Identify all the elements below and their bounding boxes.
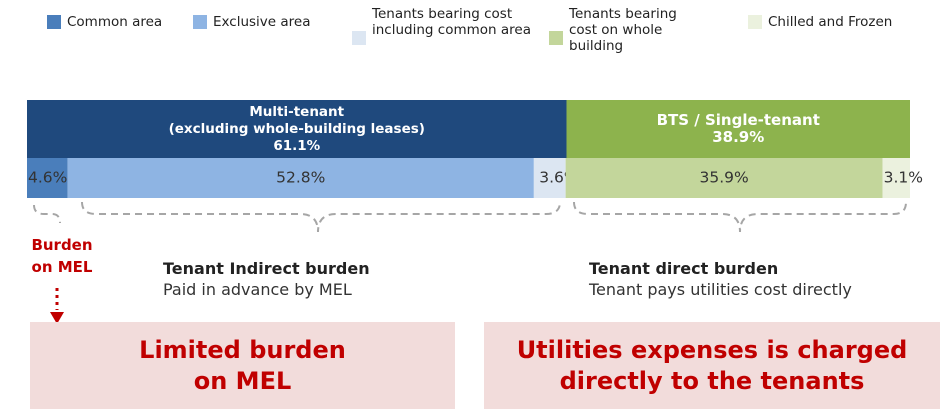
group-bar	[566, 100, 910, 158]
bar-segment	[565, 158, 883, 198]
callout-text: Limited burden on MEL	[139, 335, 346, 395]
legend-item: Common area	[47, 14, 177, 30]
legend-label: Tenants bearing cost on whole building	[569, 6, 677, 54]
burden-label: Burden on MEL	[31, 236, 93, 276]
note-title: Tenant Indirect burden	[163, 259, 370, 278]
legend-label: Tenants bearing cost including common ar…	[372, 6, 531, 38]
legend-label: Chilled and Frozen	[768, 14, 893, 30]
group-label: BTS / Single-tenant	[657, 111, 820, 129]
legend-item: Tenants bearing cost on whole building	[549, 6, 739, 54]
note-title: Tenant direct burden	[589, 259, 779, 278]
value-label: 52.8%	[276, 169, 325, 187]
callout-text: Utilities expenses is charged directly t…	[516, 335, 908, 395]
group-bar	[27, 100, 567, 158]
legend-swatch	[352, 31, 366, 45]
bar-segment	[533, 158, 566, 198]
bar-segment	[67, 158, 534, 198]
legend-swatch	[193, 15, 207, 29]
legend-swatch	[549, 31, 563, 45]
bar-segment	[27, 158, 68, 198]
bracket	[573, 201, 907, 233]
group-label: Multi-tenant	[249, 104, 344, 120]
legend-item: Chilled and Frozen	[748, 14, 948, 30]
legend-label: Exclusive area	[213, 14, 311, 30]
direct-note: Tenant direct burden Tenant pays utiliti…	[589, 258, 852, 300]
indirect-note: Tenant Indirect burden Paid in advance b…	[163, 258, 370, 300]
legend-item: Tenants bearing cost including common ar…	[352, 6, 542, 45]
bracket	[33, 204, 61, 224]
bar-segment	[882, 158, 910, 198]
note-text: Tenant pays utilities cost directly	[589, 280, 852, 299]
legend: Common area Exclusive area Tenants bearing…	[0, 6, 949, 66]
brackets	[33, 201, 907, 233]
value-label: 35.9%	[700, 169, 749, 187]
group-label: (excluding whole-building leases)	[169, 121, 425, 137]
legend-item: Exclusive area	[193, 14, 343, 30]
note-text: Paid in advance by MEL	[163, 280, 352, 299]
callout-box: Limited burden on MEL	[30, 322, 455, 409]
legend-swatch	[748, 15, 762, 29]
group-value: 61.1%	[273, 138, 320, 154]
group-value: 38.9%	[712, 128, 764, 146]
arrow-head	[50, 312, 64, 324]
legend-swatch	[47, 15, 61, 29]
bracket	[81, 201, 561, 233]
value-label: 3.1%	[884, 169, 923, 187]
value-label: 4.6%	[28, 169, 67, 187]
legend-label: Common area	[67, 14, 163, 30]
callout-box: Utilities expenses is charged directly t…	[484, 322, 940, 409]
